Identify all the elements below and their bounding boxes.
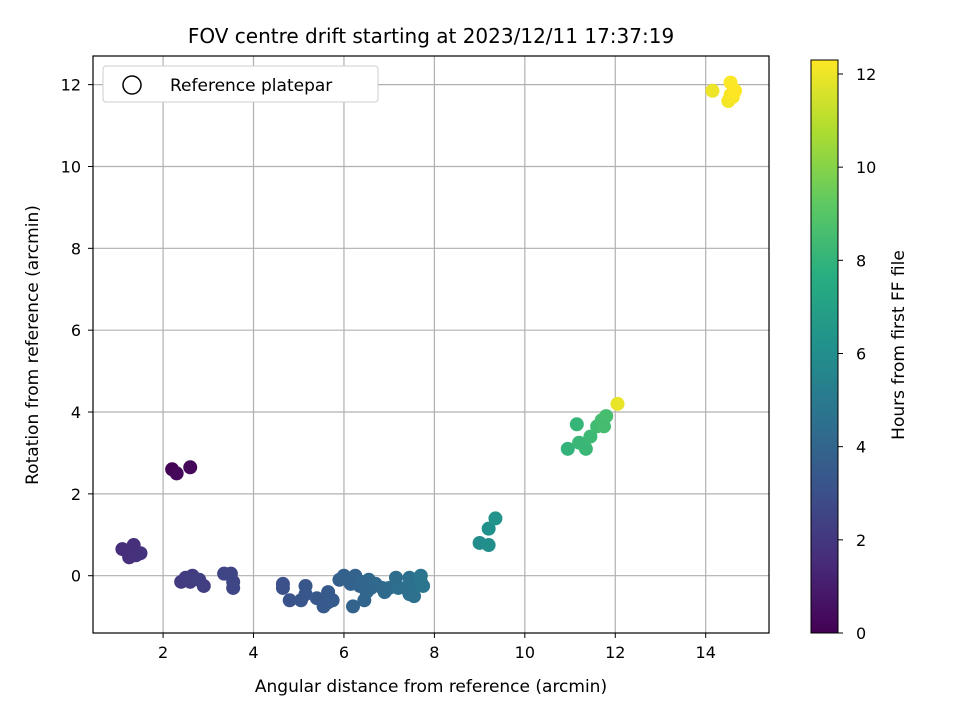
x-tick-label: 8 <box>429 643 439 662</box>
data-point <box>196 578 211 593</box>
reference-marker-icon <box>122 75 142 95</box>
colorbar-label: Hours from first FF file <box>889 250 909 440</box>
data-point <box>275 580 290 595</box>
colorbar-ticks: 0 2 4 6 8 10 12 <box>838 65 876 643</box>
colorbar-tick-label: 10 <box>856 158 876 177</box>
x-tick-label: 2 <box>158 643 168 662</box>
y-tick-label: 2 <box>71 485 81 504</box>
colorbar-tick-label: 12 <box>856 65 876 84</box>
data-point <box>596 419 611 434</box>
colorbar-tick-label: 0 <box>856 624 866 643</box>
data-point <box>481 521 496 536</box>
data-point <box>583 429 598 444</box>
data-point <box>488 511 503 526</box>
axis-ticks: 2 4 6 8 10 12 14 0 2 4 6 8 10 12 <box>61 76 716 662</box>
y-tick-label: 8 <box>71 239 81 258</box>
x-tick-label: 10 <box>515 643 535 662</box>
data-point <box>481 538 496 553</box>
data-point <box>569 417 584 432</box>
legend: Reference platepar <box>102 65 379 103</box>
data-point <box>298 578 313 593</box>
colorbar: 0 2 4 6 8 10 12 Hours from first FF file <box>810 59 909 643</box>
chart-title: FOV centre drift starting at 2023/12/11 … <box>188 24 674 48</box>
data-point <box>705 83 720 98</box>
y-axis-label: Rotation from reference (arcmin) <box>23 205 43 485</box>
colorbar-tick-label: 4 <box>856 438 866 457</box>
legend-box <box>102 65 379 103</box>
data-point <box>416 578 431 593</box>
colorbar-tick-label: 6 <box>856 344 866 363</box>
x-tick-label: 6 <box>339 643 349 662</box>
data-point <box>282 593 297 608</box>
data-point <box>169 466 184 481</box>
x-tick-label: 14 <box>696 643 716 662</box>
grid-lines <box>93 56 769 633</box>
data-point <box>226 580 241 595</box>
colorbar-gradient <box>810 59 839 634</box>
data-points <box>115 75 743 614</box>
x-tick-label: 4 <box>248 643 258 662</box>
data-point <box>728 83 743 98</box>
colorbar-tick-label: 8 <box>856 251 866 270</box>
y-tick-label: 4 <box>71 403 81 422</box>
plot-frame <box>92 55 770 634</box>
y-tick-label: 10 <box>61 157 81 176</box>
y-tick-label: 6 <box>71 321 81 340</box>
data-point <box>560 441 575 456</box>
colorbar-tick-label: 2 <box>856 531 866 550</box>
data-point <box>610 396 625 411</box>
data-point <box>133 546 148 561</box>
data-point <box>346 599 360 614</box>
data-point <box>578 441 593 456</box>
data-point <box>325 593 340 608</box>
legend-entry-reference: Reference platepar <box>170 76 332 96</box>
y-tick-label: 0 <box>71 567 81 586</box>
x-axis-label: Angular distance from reference (arcmin) <box>255 677 607 697</box>
x-tick-label: 12 <box>605 643 625 662</box>
y-tick-label: 12 <box>61 76 81 95</box>
data-point <box>183 460 198 475</box>
